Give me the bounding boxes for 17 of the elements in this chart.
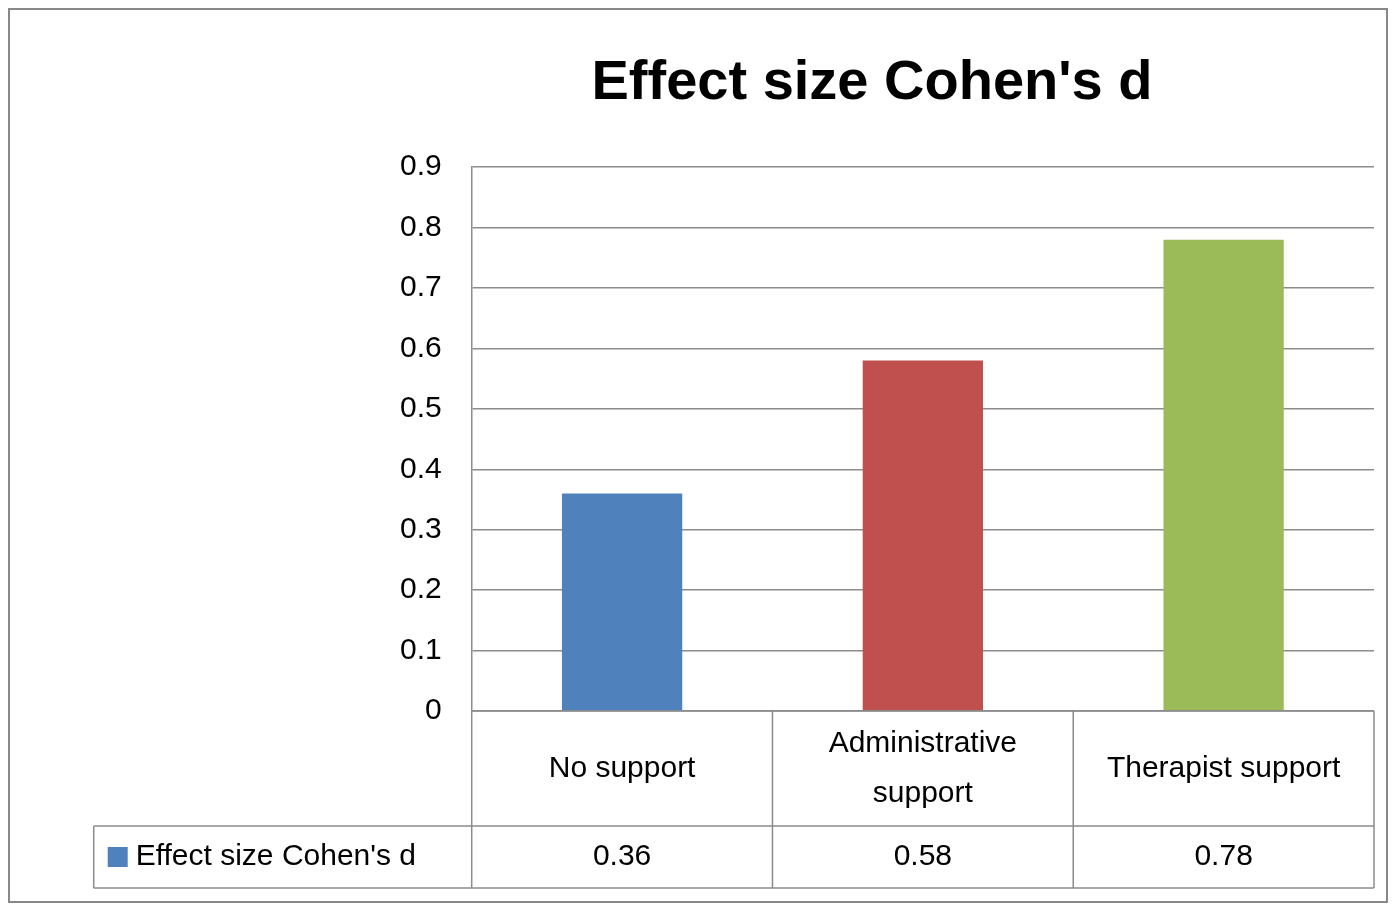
x-tick-label: Therapist support <box>1106 749 1342 783</box>
chart-title: Effect size Cohen's d <box>591 48 1153 112</box>
bar <box>1163 239 1284 711</box>
bar <box>862 360 984 711</box>
y-tick-label: 0.1 <box>399 631 442 665</box>
x-tick-label: Administrative support <box>828 724 1018 808</box>
x-tick-label: No support <box>548 749 697 783</box>
y-tick-label: 0.4 <box>399 450 442 484</box>
y-tick-label: 0.2 <box>399 571 442 605</box>
y-tick-label: 0.9 <box>399 148 442 182</box>
y-tick-label: 0.5 <box>399 390 442 424</box>
y-tick-label: 0.3 <box>399 511 442 544</box>
y-tick-label: 0.6 <box>399 329 442 363</box>
y-tick-label: 0 <box>425 692 442 726</box>
y-tick-label: 0.8 <box>399 208 442 242</box>
y-tick-label: 0.7 <box>399 269 442 303</box>
bar <box>561 493 683 711</box>
